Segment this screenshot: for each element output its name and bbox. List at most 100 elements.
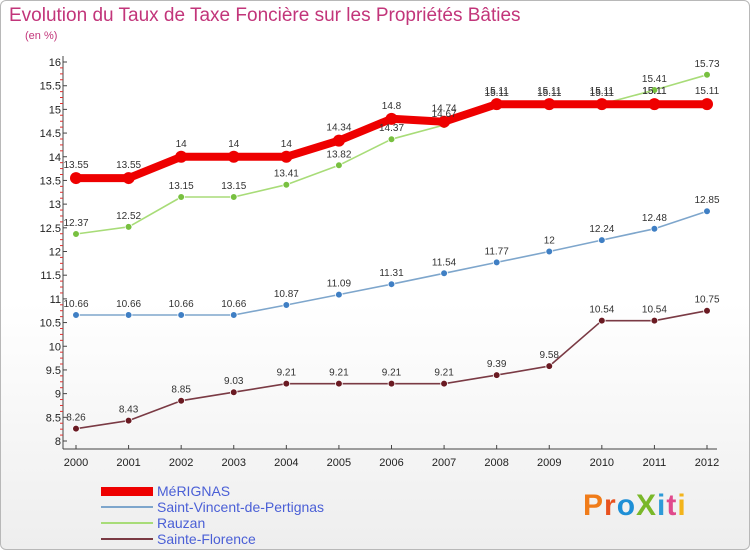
brand-letter: i xyxy=(657,489,667,522)
data-point-saint-vincent xyxy=(440,269,448,278)
x-tick-label: 2012 xyxy=(695,457,719,469)
data-point-sainte-florence xyxy=(177,396,185,405)
x-tick-label: 2004 xyxy=(274,457,298,469)
data-label-sainte-florence: 9.03 xyxy=(224,376,244,387)
data-point-merignas xyxy=(543,98,556,111)
data-label-rauzan: 14.67 xyxy=(432,109,457,120)
data-label-merignas: 15.11 xyxy=(485,86,510,97)
y-tick-label: 14.5 xyxy=(40,128,61,140)
legend-item-saint-vincent: Saint-Vincent-de-Pertignas xyxy=(101,499,421,515)
data-label-sainte-florence: 8.85 xyxy=(171,385,191,396)
data-label-saint-vincent: 11.54 xyxy=(432,257,457,268)
data-point-saint-vincent xyxy=(598,236,606,244)
y-tick-label: 15 xyxy=(49,104,61,116)
x-tick-label: 2007 xyxy=(432,457,456,469)
data-point-merignas xyxy=(648,98,661,111)
data-label-rauzan: 15.73 xyxy=(694,59,719,70)
y-tick-label: 10 xyxy=(49,341,61,353)
brand-letter: P xyxy=(583,489,605,522)
data-label-sainte-florence: 10.54 xyxy=(589,305,614,316)
data-point-merignas xyxy=(227,150,240,163)
data-label-sainte-florence: 9.21 xyxy=(382,368,402,379)
data-label-sainte-florence: 9.21 xyxy=(329,368,349,379)
y-tick-label: 12.5 xyxy=(40,223,61,235)
data-point-merignas xyxy=(701,98,713,111)
data-label-sainte-florence: 10.54 xyxy=(642,305,667,316)
data-point-sainte-florence xyxy=(387,379,396,388)
data-point-merignas xyxy=(175,150,188,163)
data-label-saint-vincent: 12 xyxy=(544,236,556,247)
data-point-merignas xyxy=(438,115,451,128)
data-point-saint-vincent xyxy=(72,311,80,319)
y-axis-unit: (en %) xyxy=(25,30,58,42)
data-point-saint-vincent xyxy=(282,301,291,309)
y-tick-label: 14 xyxy=(49,152,61,164)
legend-item-sainte-florence: Sainte-Florence xyxy=(101,531,421,547)
data-point-rauzan xyxy=(282,180,291,189)
legend-item-rauzan: Rauzan xyxy=(101,515,421,531)
data-point-rauzan xyxy=(72,230,80,238)
data-point-sainte-florence xyxy=(650,316,659,325)
data-label-rauzan: 15.41 xyxy=(642,74,667,85)
data-point-saint-vincent xyxy=(492,258,501,267)
y-tick-label: 11.5 xyxy=(40,270,61,282)
data-label-merignas: 14.74 xyxy=(432,104,457,115)
y-tick-label: 16 xyxy=(49,57,61,69)
data-label-rauzan: 13.15 xyxy=(169,181,194,192)
data-label-saint-vincent: 12.85 xyxy=(694,195,719,206)
data-label-merignas: 13.55 xyxy=(116,160,141,171)
x-tick-label: 2008 xyxy=(484,457,508,469)
data-label-saint-vincent: 11.09 xyxy=(327,279,352,290)
x-tick-label: 2010 xyxy=(590,457,614,469)
data-point-saint-vincent xyxy=(124,311,133,319)
data-point-saint-vincent xyxy=(650,224,659,233)
data-label-merignas: 15.11 xyxy=(642,86,667,97)
data-point-sainte-florence xyxy=(282,379,291,388)
data-point-rauzan xyxy=(229,193,238,201)
x-tick-label: 2005 xyxy=(327,457,351,469)
data-label-merignas: 14.8 xyxy=(382,101,402,112)
y-tick-label: 11 xyxy=(50,294,61,306)
data-label-merignas: 14 xyxy=(281,139,293,150)
data-point-sainte-florence xyxy=(440,379,448,388)
data-label-rauzan: 12.37 xyxy=(63,218,88,229)
data-label-sainte-florence: 9.21 xyxy=(434,368,454,379)
data-label-saint-vincent: 10.66 xyxy=(116,299,141,310)
data-label-saint-vincent: 10.66 xyxy=(169,299,194,310)
x-tick-label: 2001 xyxy=(116,457,140,469)
data-point-sainte-florence xyxy=(703,306,711,315)
brand-letter: t xyxy=(666,489,678,522)
data-label-rauzan: 13.82 xyxy=(326,149,351,160)
data-label-merignas: 14 xyxy=(176,139,188,150)
data-point-saint-vincent xyxy=(335,290,343,299)
x-tick-label: 2006 xyxy=(379,457,403,469)
legend-label-sainte-florence: Sainte-Florence xyxy=(157,531,256,547)
y-tick-label: 9 xyxy=(55,389,61,401)
data-point-saint-vincent xyxy=(387,280,396,288)
brand-letter: r xyxy=(604,489,617,522)
data-label-sainte-florence: 10.75 xyxy=(694,295,719,306)
data-point-rauzan xyxy=(650,86,659,94)
brand-letter: i xyxy=(677,489,687,522)
data-point-merignas xyxy=(122,172,135,185)
data-point-saint-vincent xyxy=(177,311,185,319)
data-point-merignas xyxy=(70,172,82,185)
x-tick-label: 2002 xyxy=(169,457,193,469)
data-label-saint-vincent: 12.48 xyxy=(642,213,667,224)
data-point-saint-vincent xyxy=(229,311,238,319)
data-label-merignas: 15.11 xyxy=(695,86,720,97)
x-tick-label: 2009 xyxy=(537,457,561,469)
data-label-rauzan: 15.11 xyxy=(537,88,562,99)
data-label-sainte-florence: 8.26 xyxy=(66,413,86,424)
data-label-merignas: 14.34 xyxy=(326,123,351,134)
data-label-sainte-florence: 9.39 xyxy=(487,359,507,370)
legend-swatch-merignas xyxy=(101,487,153,496)
data-label-sainte-florence: 9.21 xyxy=(277,368,297,379)
data-label-saint-vincent: 10.87 xyxy=(274,289,299,300)
data-label-rauzan: 13.15 xyxy=(221,181,246,192)
y-tick-label: 10.5 xyxy=(40,318,61,330)
data-label-merignas: 15.11 xyxy=(537,86,562,97)
x-tick-label: 2003 xyxy=(222,457,246,469)
data-point-sainte-florence xyxy=(335,379,343,388)
